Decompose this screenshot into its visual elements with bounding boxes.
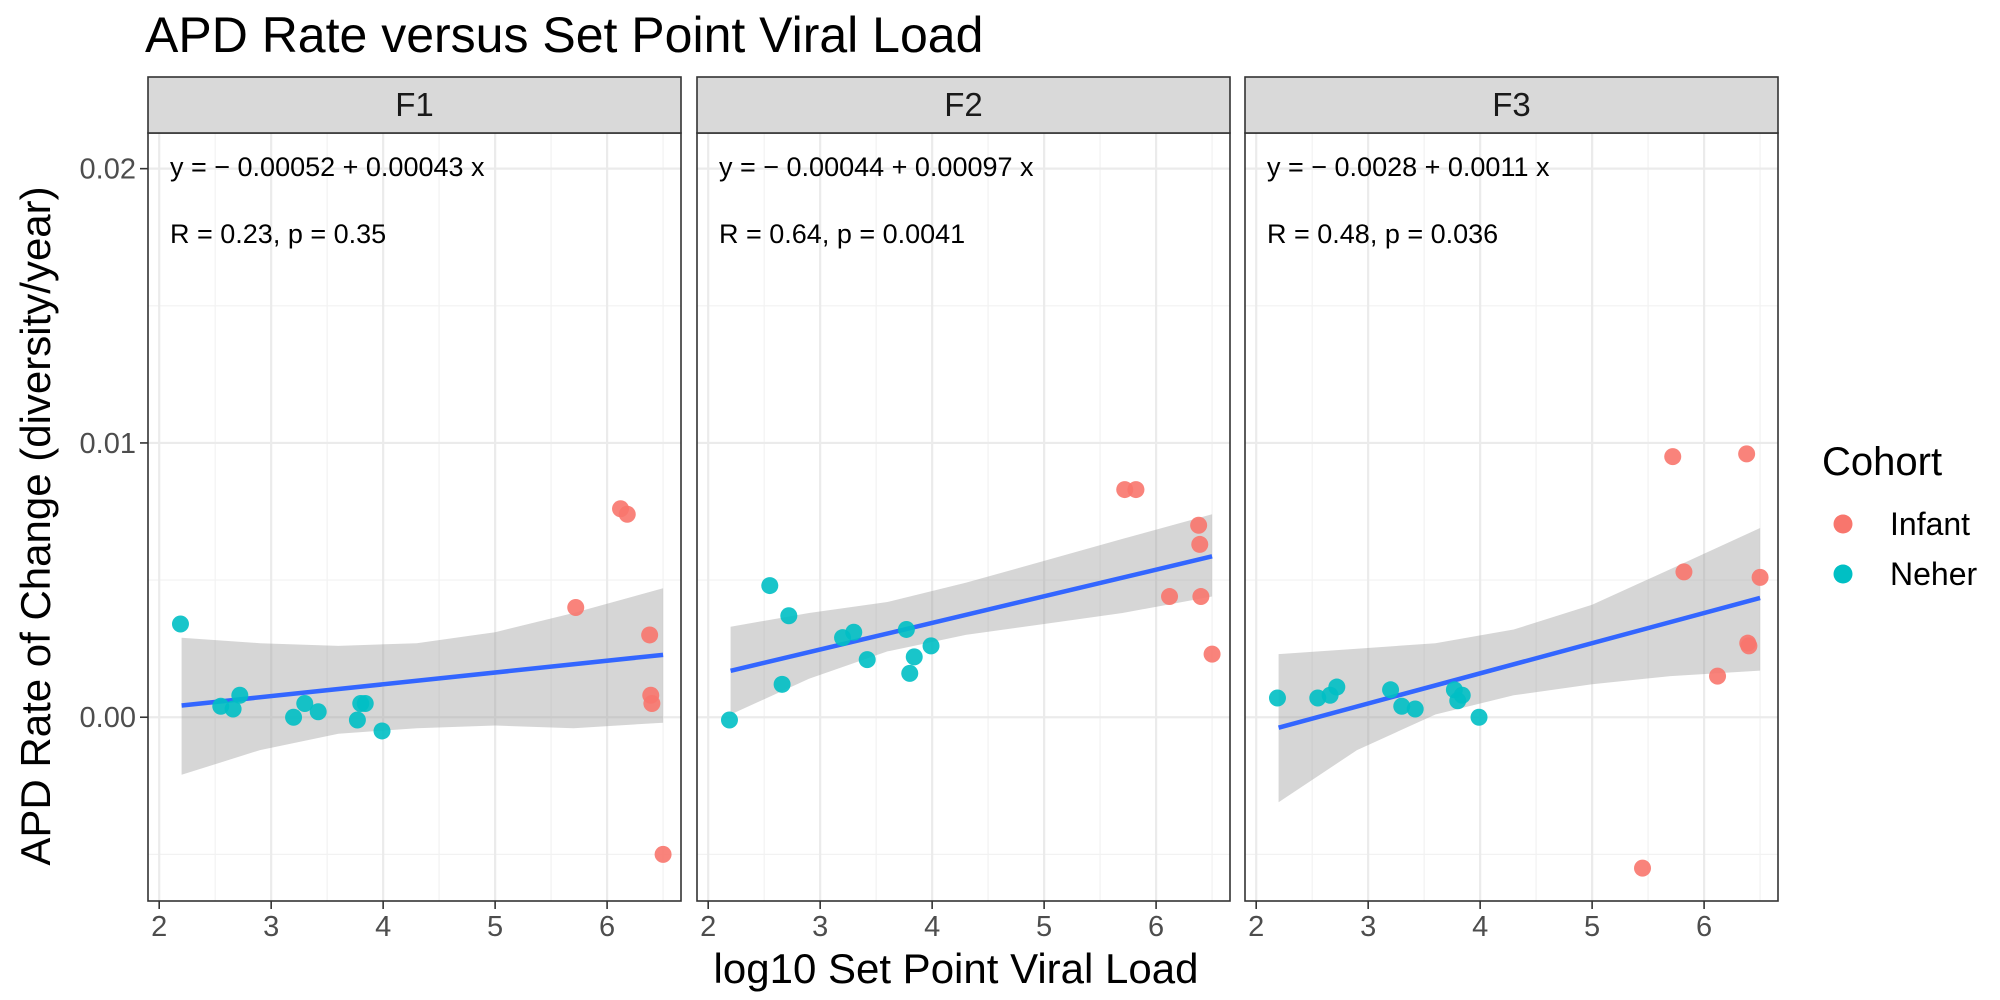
data-point-neher xyxy=(1406,700,1424,718)
y-tick-label: 0.02 xyxy=(80,154,136,186)
data-point-neher xyxy=(858,651,876,669)
x-tick-label: 5 xyxy=(1584,911,1600,943)
data-point-infant xyxy=(1191,535,1209,553)
facet-panel-f2: y = − 0.00044 + 0.00097 x R = 0.64, p = 0… xyxy=(696,76,1231,943)
data-point-neher xyxy=(720,711,738,729)
data-point-neher xyxy=(356,695,374,713)
data-point-neher xyxy=(224,700,242,718)
data-point-neher xyxy=(171,615,189,633)
data-point-neher xyxy=(285,708,303,726)
facet-panel-f3: y = − 0.0028 + 0.0011 x R = 0.48, p = 0.0… xyxy=(1244,76,1779,943)
data-point-neher xyxy=(231,686,249,704)
x-tick-label: 6 xyxy=(1696,911,1712,943)
data-point-infant xyxy=(654,845,672,863)
data-point-neher xyxy=(1453,686,1471,704)
legend-label-infant: Infant xyxy=(1890,506,1970,542)
data-point-infant xyxy=(641,626,659,644)
data-point-neher xyxy=(1470,708,1488,726)
x-tick-label: 2 xyxy=(1248,911,1264,943)
data-point-infant xyxy=(1161,588,1179,606)
data-point-neher xyxy=(901,664,919,682)
data-point-neher xyxy=(780,607,798,625)
regression-line xyxy=(181,652,664,708)
data-point-infant xyxy=(1634,859,1652,877)
y-axis-label: APD Rate of Change (diversity/year) xyxy=(12,186,59,865)
regression-line xyxy=(1278,595,1761,730)
data-point-infant xyxy=(1127,481,1145,499)
regression-equation: y = − 0.00044 + 0.00097 x xyxy=(719,152,1034,182)
facet-strip xyxy=(1244,76,1779,134)
data-point-neher xyxy=(1382,681,1400,699)
legend: Cohort Infant Neher xyxy=(1822,440,1978,592)
data-point-neher xyxy=(897,620,915,638)
x-tick-label: 2 xyxy=(700,911,716,943)
x-tick-label: 4 xyxy=(924,911,940,943)
data-point-infant xyxy=(1738,445,1756,463)
panel-background xyxy=(697,133,1230,901)
data-point-infant xyxy=(1709,667,1727,685)
regression-equation: y = − 0.0028 + 0.0011 x xyxy=(1267,152,1550,182)
x-tick-label: 4 xyxy=(1472,911,1488,943)
data-point-infant xyxy=(1751,568,1769,586)
data-point-neher xyxy=(309,703,327,721)
data-point-infant xyxy=(1190,516,1208,534)
legend-label-neher: Neher xyxy=(1890,556,1978,592)
data-point-infant xyxy=(1203,645,1221,663)
panel-background xyxy=(1245,133,1778,901)
data-point-infant xyxy=(618,505,636,523)
x-tick-label: 5 xyxy=(1036,911,1052,943)
x-tick-label: 3 xyxy=(1360,911,1376,943)
x-tick-label: 4 xyxy=(375,911,391,943)
data-point-neher xyxy=(373,722,391,740)
data-point-infant xyxy=(1740,637,1758,655)
correlation-stats: R = 0.64, p = 0.0041 xyxy=(719,219,965,249)
data-point-infant xyxy=(1675,563,1693,581)
data-point-neher xyxy=(761,577,779,595)
x-tick-label: 3 xyxy=(263,911,279,943)
data-point-infant xyxy=(1192,588,1210,606)
facet-panels: y = − 0.00052 + 0.00043 x R = 0.23, p = 0… xyxy=(80,76,1779,943)
facet-strip-label: F2 xyxy=(944,86,983,123)
x-tick-label: 6 xyxy=(1148,911,1164,943)
data-point-neher xyxy=(773,675,791,693)
y-axis: 0.00 0.01 0.02 xyxy=(80,154,148,734)
confidence-ribbon xyxy=(1278,528,1761,803)
data-point-neher xyxy=(296,695,314,713)
legend-title: Cohort xyxy=(1822,440,1942,484)
data-point-infant xyxy=(643,695,661,713)
data-point-neher xyxy=(845,623,863,641)
data-point-neher xyxy=(1268,689,1286,707)
x-tick-label: 6 xyxy=(599,911,615,943)
y-tick-label: 0.01 xyxy=(80,428,136,460)
chart-title: APD Rate versus Set Point Viral Load xyxy=(145,7,983,63)
facet-strip xyxy=(696,76,1231,134)
data-point-neher xyxy=(1393,697,1411,715)
x-tick-label: 3 xyxy=(812,911,828,943)
data-point-infant xyxy=(567,599,585,617)
correlation-stats: R = 0.23, p = 0.35 xyxy=(170,219,386,249)
data-point-neher xyxy=(922,637,940,655)
facet-strip-label: F3 xyxy=(1492,86,1531,123)
regression-equation: y = − 0.00052 + 0.00043 x xyxy=(170,152,485,182)
facet-strip xyxy=(147,76,682,134)
data-point-neher xyxy=(348,711,366,729)
regression-line xyxy=(730,554,1213,673)
y-tick-label: 0.00 xyxy=(80,702,136,734)
x-tick-label: 2 xyxy=(151,911,167,943)
legend-key-infant xyxy=(1833,514,1853,534)
facet-panel-f1: y = − 0.00052 + 0.00043 x R = 0.23, p = 0… xyxy=(147,76,682,943)
x-axis-label: log10 Set Point Viral Load xyxy=(714,945,1199,992)
x-tick-label: 5 xyxy=(487,911,503,943)
data-point-infant xyxy=(1664,448,1682,466)
legend-key-neher xyxy=(1833,564,1853,584)
facet-strip-label: F1 xyxy=(395,86,434,123)
data-point-neher xyxy=(905,648,923,666)
correlation-stats: R = 0.48, p = 0.036 xyxy=(1267,219,1498,249)
data-point-neher xyxy=(1328,678,1346,696)
panel-background xyxy=(148,133,681,901)
